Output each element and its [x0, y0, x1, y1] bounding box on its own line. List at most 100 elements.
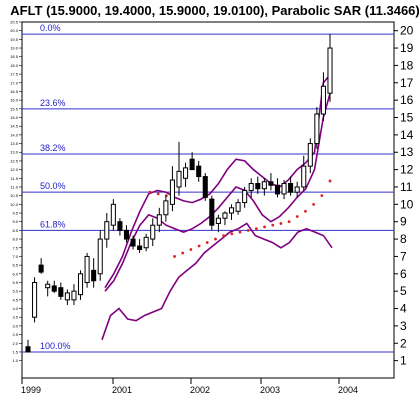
y-left-tick-label: 10.0: [10, 202, 19, 207]
y-left-tick-label: 8.0: [12, 237, 18, 242]
sar-dot: [230, 232, 234, 236]
candle-body: [38, 264, 44, 273]
y-left-tick-label: 18.5: [10, 54, 19, 59]
x-axis: 1999 2001 2002 2003 2004: [21, 378, 358, 395]
candle: [183, 162, 189, 187]
candle-body: [288, 183, 294, 193]
sar-dot: [263, 225, 266, 229]
x-tick-label: 2001: [112, 385, 132, 395]
candle: [176, 141, 182, 196]
candle-body: [176, 170, 182, 188]
y-left-tick-label: 13.5: [10, 141, 19, 146]
y-right-tick-label: 18: [400, 58, 414, 72]
candle-body: [130, 238, 136, 247]
y-left-tick-label: 15.5: [10, 106, 19, 111]
chart-title: AFLT (15.9000, 19.4000, 15.9000, 19.0100…: [10, 3, 420, 18]
y-left-tick-label: 8.5: [12, 228, 18, 233]
parabolic-sar-series: [148, 179, 332, 258]
y-left-tick-label: 3.5: [12, 315, 18, 320]
y-right-tick-label: 19: [400, 41, 414, 55]
sar-dot: [197, 244, 201, 248]
candle-body: [104, 221, 110, 240]
y-left-tick-label: 17.5: [10, 72, 19, 77]
candle-body: [209, 198, 215, 226]
y-right-tick-label: 8: [400, 232, 407, 246]
candle-body: [268, 181, 274, 186]
y-right-tick-label: 15: [400, 111, 414, 125]
sar-dot: [271, 223, 275, 227]
candle: [25, 339, 31, 353]
candle-body: [117, 221, 123, 231]
sar-dot: [205, 241, 209, 244]
x-tick-label: 2004: [338, 385, 358, 395]
candle: [77, 270, 84, 300]
candle-body: [327, 47, 333, 94]
candle-body: [301, 165, 307, 188]
candle: [274, 178, 281, 198]
y-left-tick-label: 16.0: [10, 98, 19, 103]
candle-body: [91, 269, 97, 282]
candle-body: [189, 158, 195, 171]
plot-frame: [21, 21, 395, 379]
fib-label-3: 50.0%: [40, 181, 66, 191]
candle: [163, 195, 169, 222]
y-left-tick-label: 7.5: [12, 245, 18, 250]
candle-body: [32, 281, 38, 318]
y-left-tick-label: 3.0: [12, 323, 18, 328]
sar-dot: [312, 202, 316, 206]
band-middle: [104, 86, 333, 292]
candle-body: [77, 273, 84, 296]
y-left-tick-label: 19.5: [10, 37, 19, 42]
sar-dot: [304, 209, 307, 213]
y-left-tick-label: 20.0: [10, 28, 19, 33]
candle: [38, 258, 44, 274]
y-left-tick-label: 6.0: [12, 271, 18, 276]
sar-dot: [189, 248, 193, 251]
candle-body: [143, 236, 149, 249]
band-lower: [101, 222, 333, 341]
candle-body: [45, 283, 51, 289]
y-right-tick-label: 5: [400, 284, 407, 298]
sar-dot: [148, 190, 152, 194]
x-tick-label: 1999: [21, 385, 41, 395]
candle-body: [156, 214, 162, 226]
sar-dot: [214, 237, 217, 241]
candle: [288, 176, 294, 196]
fib-label-1: 23.6%: [40, 98, 66, 108]
candle: [307, 138, 313, 174]
sar-dot: [222, 234, 226, 238]
candle: [58, 282, 64, 300]
y-right-tick-label: 2: [400, 336, 407, 350]
y-left-tick-label: 19.0: [10, 46, 19, 51]
candle-body: [183, 167, 189, 179]
y-right-tick-label: 13: [400, 145, 414, 159]
candle: [150, 218, 156, 247]
candle: [97, 230, 103, 281]
y-left-tick-label: 13.0: [10, 150, 19, 155]
candle: [189, 152, 195, 171]
candle-body: [281, 183, 287, 195]
candle: [64, 289, 70, 306]
y-left-tick-label: 4.5: [12, 297, 18, 302]
y-right-tick-label: 20: [400, 24, 414, 38]
candle-body: [123, 229, 130, 240]
sar-dot: [320, 194, 324, 198]
candle: [294, 181, 300, 198]
candle-body: [261, 181, 267, 190]
candle-body: [84, 255, 90, 283]
candle: [51, 280, 57, 293]
y-left-tick-label: 12.0: [10, 167, 19, 172]
y-right-tick-label: 7: [400, 249, 407, 263]
candle-body: [150, 224, 156, 240]
candle-body: [163, 200, 169, 216]
y-left-tick-label: 18.0: [10, 63, 19, 68]
candle-body: [64, 292, 70, 301]
candle-body: [215, 217, 221, 224]
y-right-tick-label: 1: [400, 354, 407, 368]
candle: [235, 199, 241, 215]
candle: [196, 160, 202, 182]
candle-body: [235, 202, 241, 212]
y-left-tick-label: 16.5: [10, 89, 19, 94]
candle-body: [255, 183, 261, 190]
